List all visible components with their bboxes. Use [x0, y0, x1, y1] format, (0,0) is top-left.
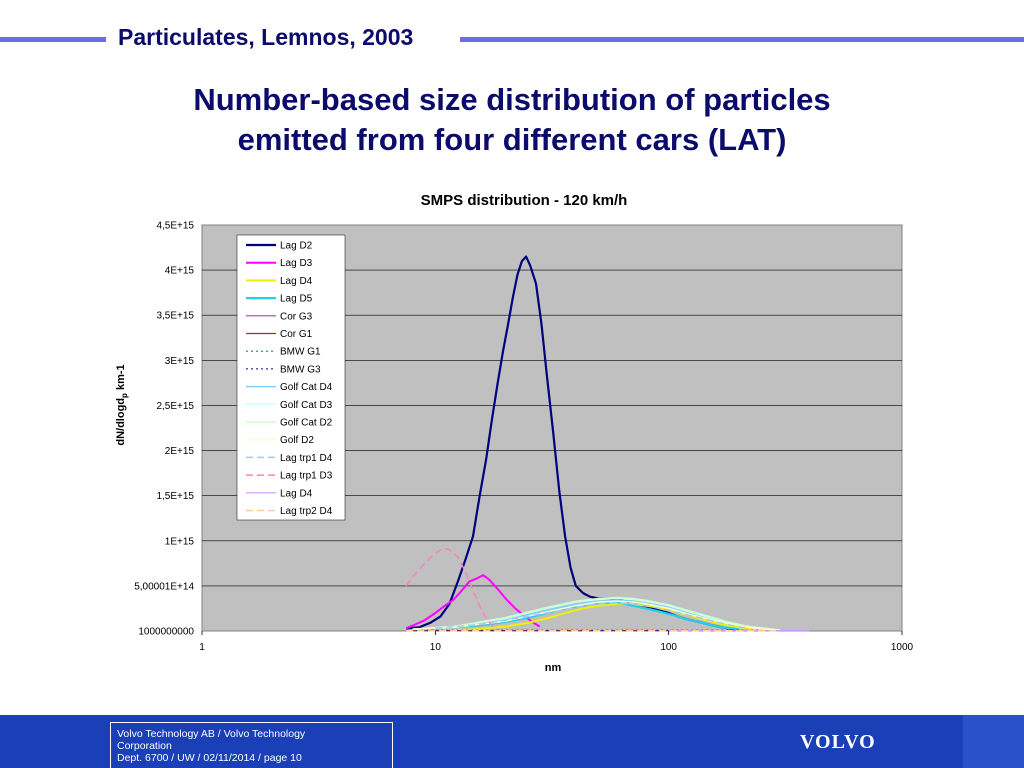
series-line-12 [435, 602, 749, 630]
legend-label: Lag D4 [280, 488, 313, 499]
legend-label: Lag D5 [280, 294, 313, 305]
legend-label: BMW G1 [280, 347, 321, 358]
legend-label: Lag D4 [280, 276, 313, 287]
slide-title-line2: emitted from four different cars (LAT) [237, 122, 787, 157]
legend-label: Lag D3 [280, 258, 313, 269]
volvo-logo: VOLVO [800, 731, 876, 753]
legend-label: Lag trp2 D4 [280, 506, 333, 517]
footer-accent [963, 715, 1024, 768]
header-line-left [0, 37, 106, 42]
footer-info: Volvo Technology AB / Volvo Technology C… [110, 722, 393, 768]
legend-label: Cor G1 [280, 329, 313, 340]
y-tick-label: 1000000000 [138, 627, 194, 638]
legend-label: Lag trp1 D4 [280, 453, 333, 464]
y-tick-label: 4,5E+15 [156, 221, 194, 232]
x-tick-labels: 1 10 100 1000 [199, 631, 914, 653]
y-axis-label-sub: p [120, 393, 129, 398]
y-tick-label: 2,5E+15 [156, 401, 194, 412]
legend: Lag D2 Lag D3 Lag D4 Lag D5 Cor G3 Cor G1 BMW … [236, 234, 346, 521]
series-lines [405, 255, 810, 632]
y-axis-label: dN/dlogdp km-1 [115, 364, 129, 445]
legend-label: Golf Cat D3 [280, 400, 333, 411]
x-tick-label: 10 [430, 642, 442, 653]
legend-box [236, 234, 346, 521]
series-line-1 [405, 574, 541, 630]
header-title: Particulates, Lemnos, 2003 [118, 24, 414, 50]
y-tick-label: 1E+15 [165, 536, 195, 547]
y-tick-label: 4E+15 [165, 266, 195, 277]
y-axis-label-suffix: km-1 [115, 364, 127, 393]
footer-line1: Volvo Technology AB / Volvo Technology [117, 728, 306, 740]
y-tick-label: 1,5E+15 [156, 491, 194, 502]
legend-label: Golf D2 [280, 435, 314, 446]
footer-bar [0, 715, 1024, 768]
x-tick-label: 100 [660, 642, 677, 653]
y-axis-label-main: dN/dlogd [115, 398, 127, 446]
series-line-10 [412, 596, 781, 631]
y-tick-label: 3E+15 [165, 356, 195, 367]
x-tick-label: 1000 [891, 642, 914, 653]
y-tick-labels: 1000000000 5,00001E+14 1E+15 1,5E+15 2E+15 2,… [134, 221, 194, 638]
legend-label: BMW G3 [280, 364, 321, 375]
chart-title: SMPS distribution - 120 km/h [420, 192, 628, 209]
legend-label: Lag trp1 D3 [280, 471, 333, 482]
x-tick-label: 1 [199, 642, 205, 653]
legend-label: Cor G3 [280, 311, 313, 322]
series-line-13 [405, 547, 501, 631]
y-tick-label: 5,00001E+14 [134, 581, 194, 592]
legend-label: Lag D2 [280, 241, 313, 252]
footer-line2: Corporation [117, 740, 172, 752]
slide-title: Number-based size distribution of partic… [0, 80, 1024, 160]
footer-line3: Dept. 6700 / UW / 02/11/2014 / page 10 [117, 752, 302, 764]
slide-title-line1: Number-based size distribution of partic… [193, 82, 831, 117]
y-tick-label: 3,5E+15 [156, 311, 194, 322]
legend-label: Golf Cat D2 [280, 418, 333, 429]
legend-label: Golf Cat D4 [280, 382, 333, 393]
header-line-right [460, 37, 1024, 42]
series-line-3 [412, 600, 740, 631]
x-axis-label: nm [545, 662, 562, 674]
chart: 1000000000 5,00001E+14 1E+15 1,5E+15 2E+15 2,… [115, 221, 914, 675]
y-tick-label: 2E+15 [165, 446, 195, 457]
